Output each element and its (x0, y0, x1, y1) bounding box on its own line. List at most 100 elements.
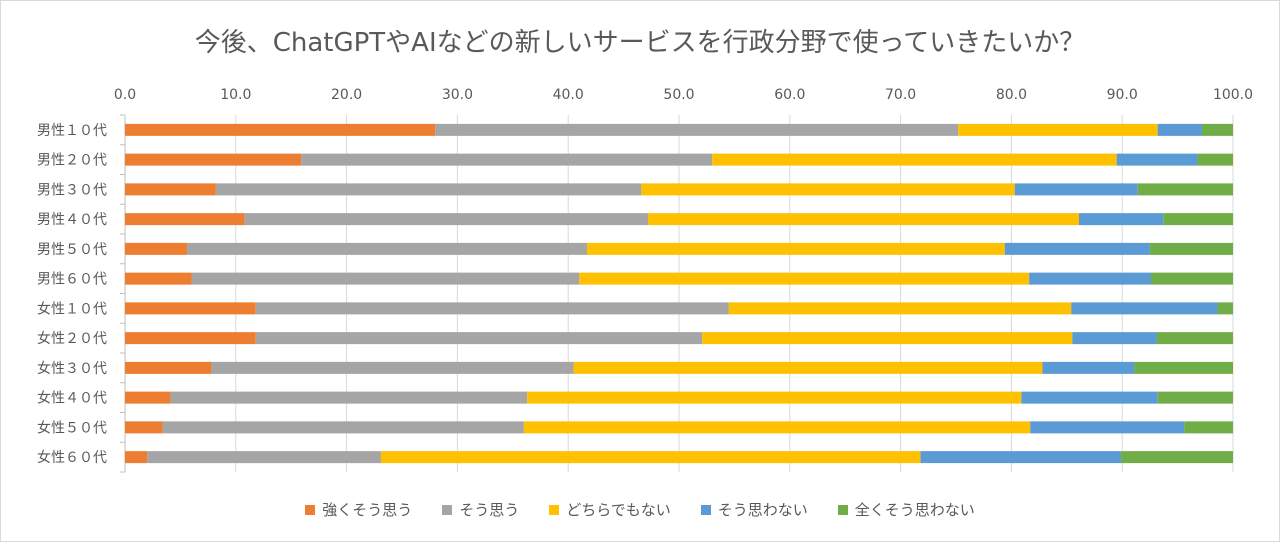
category-label: 男性３０代 (37, 182, 107, 198)
category-label: 女性１０代 (37, 300, 107, 317)
bar-segment (244, 213, 648, 226)
legend-item: そう思う (442, 499, 519, 520)
legend-label: そう思う (459, 501, 520, 519)
bar-segment (573, 361, 1043, 374)
bar-segment (702, 332, 1073, 345)
bar-segment (187, 242, 588, 255)
bar-segment (191, 272, 580, 285)
bar-segment (125, 332, 256, 345)
x-tick-label: 60.0 (774, 87, 805, 103)
bar-segment (1137, 183, 1233, 196)
bar-segment (435, 123, 959, 136)
bar-segment (125, 153, 302, 166)
bar-segment (1217, 302, 1233, 315)
legend-swatch (549, 504, 560, 515)
bar-segment (255, 302, 729, 315)
x-tick-label: 90.0 (1107, 87, 1138, 103)
bar-segment (1004, 242, 1150, 255)
bar-segment (1157, 123, 1202, 136)
category-label: 男性４０代 (37, 212, 107, 228)
bar-segment (170, 391, 528, 404)
bar-segment (1134, 361, 1233, 374)
x-tick-label: 40.0 (553, 87, 584, 103)
bar-segment (523, 421, 1031, 434)
bar-segment (1014, 183, 1138, 196)
x-tick-label: 100.0 (1213, 87, 1253, 103)
bar-segment (125, 272, 192, 285)
bar-segment (125, 123, 436, 136)
bar-segment (641, 183, 1015, 196)
legend-item: どちらでもない (549, 499, 671, 520)
category-label: 男性６０代 (37, 272, 107, 288)
bar-segment (1184, 421, 1233, 434)
bar-segment (1121, 451, 1233, 464)
category-label: 女性２０代 (37, 330, 107, 347)
bar-segment (125, 242, 188, 255)
bar-segment (647, 213, 1079, 226)
x-tick-label: 30.0 (442, 87, 473, 103)
bar-segment (1078, 213, 1164, 226)
x-tick-label: 20.0 (331, 87, 362, 103)
bar-segment (1197, 153, 1233, 166)
bar-segment (215, 183, 642, 196)
bar-segment (1157, 391, 1233, 404)
bar-segment (380, 451, 921, 464)
bar-segment (125, 183, 216, 196)
bar-segment (211, 361, 574, 374)
bar-segment (1071, 302, 1218, 315)
bar-segment (125, 213, 245, 226)
bar-segment (125, 421, 163, 434)
bar-segment (1201, 123, 1233, 136)
bar-segment (527, 391, 1022, 404)
category-label: 女性３０代 (37, 360, 107, 377)
x-tick-label: 10.0 (220, 87, 251, 103)
bar-segment (712, 153, 1117, 166)
x-tick-label: 70.0 (885, 87, 916, 103)
bar-segment (1163, 213, 1233, 226)
category-label: 男性２０代 (37, 153, 107, 169)
bar-segment (125, 451, 148, 464)
bar-segment (301, 153, 713, 166)
bar-segment (162, 421, 524, 434)
bar-segment (728, 302, 1072, 315)
category-label: 女性６０代 (37, 449, 107, 466)
bar-segment (958, 123, 1158, 136)
bar-segment (920, 451, 1122, 464)
bar-segment (147, 451, 381, 464)
bar-segment (1156, 332, 1233, 345)
bar-segment (1072, 332, 1157, 345)
x-tick-label: 80.0 (996, 87, 1027, 103)
x-tick-label: 50.0 (663, 87, 694, 103)
legend-swatch (700, 504, 711, 515)
bar-segment (587, 242, 1005, 255)
legend-item: 全くそう思わない (837, 499, 975, 520)
bar-segment (1151, 272, 1233, 285)
legend-item: そう思わない (700, 499, 808, 520)
category-label: 男性１０代 (37, 123, 107, 139)
legend-item: 強くそう思う (305, 499, 412, 520)
bar-segment (125, 391, 171, 404)
legend-label: 強くそう思う (322, 501, 413, 519)
bar-segment (1021, 391, 1158, 404)
chart-title: 今後、ChatGPTやAIなどの新しいサービスを行政分野で使っていきたいか？ (194, 28, 1086, 58)
legend-swatch (837, 504, 848, 515)
bar-segment (125, 302, 256, 315)
bar-segment (1029, 272, 1152, 285)
x-tick-label: 0.0 (114, 87, 136, 103)
bar-segment (255, 332, 703, 345)
bar-segment (1042, 361, 1135, 374)
legend-label: どちらでもない (566, 501, 671, 519)
legend-label: 全くそう思わない (854, 501, 975, 519)
bar-segment (1030, 421, 1185, 434)
bar-segment (125, 361, 212, 374)
legend: 強くそう思う そう思う どちらでもない そう思わない 全くそう思わない (0, 499, 1280, 520)
legend-label: そう思わない (717, 501, 808, 519)
category-label: 女性４０代 (37, 390, 107, 407)
bar-segment (1149, 242, 1233, 255)
category-label: 女性５０代 (37, 419, 107, 436)
bar-segment (1116, 153, 1198, 166)
legend-swatch (442, 504, 453, 515)
category-label: 男性５０代 (37, 242, 107, 258)
bar-segment (579, 272, 1030, 285)
